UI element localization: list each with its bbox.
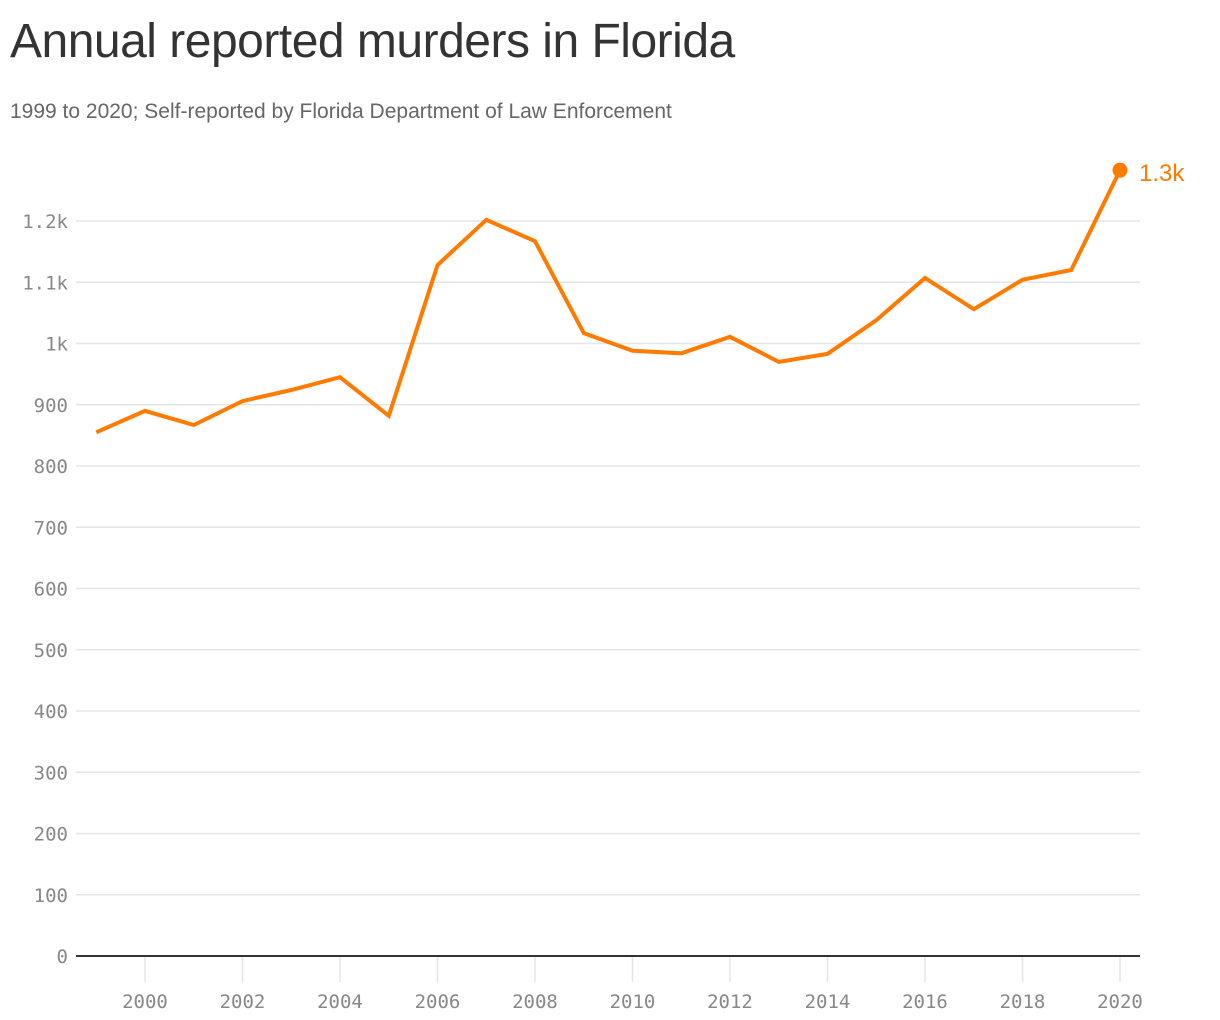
x-tick-label: 2002	[220, 991, 266, 1013]
y-tick-label: 100	[34, 885, 68, 907]
y-tick-label: 1k	[45, 334, 68, 356]
x-axis-ticks: 2000 2002 2004 2006 2008 2010 2012 2014 2016 2018…	[122, 956, 1143, 1013]
y-gridlines	[76, 220, 1140, 896]
y-tick-label: 500	[34, 640, 68, 662]
y-tick-label: 1.2k	[22, 211, 68, 233]
y-tick-label: 0	[57, 946, 68, 968]
y-tick-label: 400	[34, 701, 68, 723]
y-tick-label: 700	[34, 517, 68, 539]
murders-line	[95, 169, 1122, 435]
y-tick-label: 900	[34, 395, 68, 417]
x-tick-label: 2020	[1097, 991, 1143, 1013]
x-tick-label: 2008	[512, 991, 558, 1013]
x-tick-label: 2018	[1000, 991, 1046, 1013]
y-axis-labels: 0 100 200 300 400 500 600 700 800 900 1k 1.1k 1.2k	[22, 211, 68, 968]
x-tick-label: 2000	[122, 991, 168, 1013]
x-tick-label: 2006	[415, 991, 461, 1013]
x-tick-label: 2010	[610, 991, 656, 1013]
x-tick-label: 2012	[707, 991, 753, 1013]
x-tick-label: 2014	[805, 991, 851, 1013]
y-tick-label: 800	[34, 456, 68, 478]
y-tick-label: 1.1k	[22, 272, 68, 294]
x-tick-label: 2016	[902, 991, 948, 1013]
end-point-label: 1.3k	[1139, 160, 1185, 187]
y-tick-label: 300	[34, 762, 68, 784]
chart-title: Annual reported murders in Florida	[10, 15, 735, 68]
end-point-marker	[1112, 162, 1128, 178]
x-tick-label: 2004	[317, 991, 363, 1013]
y-tick-label: 200	[34, 824, 68, 846]
chart-subtitle: 1999 to 2020; Self-reported by Florida D…	[10, 100, 672, 123]
y-tick-label: 600	[34, 579, 68, 601]
